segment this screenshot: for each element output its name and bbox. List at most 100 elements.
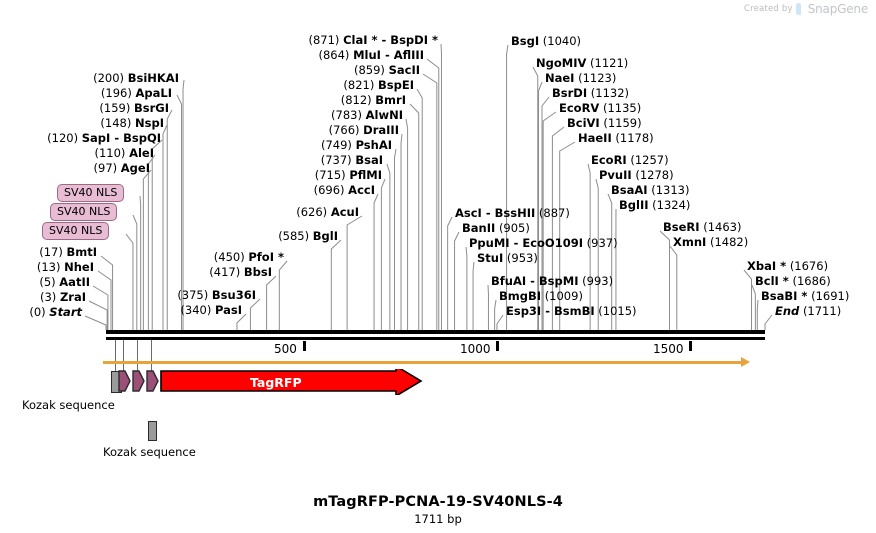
site-label-alei: (110) AleI xyxy=(94,146,154,160)
site-label-sacii: (859) SacII xyxy=(353,63,420,77)
site-label-esp3i-bsmbi: Esp3I - BsmBI (1015) xyxy=(506,304,637,318)
leader-line xyxy=(236,313,247,330)
leader-line xyxy=(125,233,134,330)
site-label-nhei: (13) NheI xyxy=(36,260,94,274)
leader-line xyxy=(764,314,773,330)
feature-label-sv40-nls-2: SV40 NLS xyxy=(50,203,118,221)
site-label-pvuii: PvuII (1278) xyxy=(599,168,674,182)
site-label-alwni: (783) AlwNI xyxy=(331,108,403,122)
site-label-bcivi: BciVI (1159) xyxy=(567,116,642,130)
leader-line xyxy=(669,245,678,330)
feature-kozak-block-2[interactable] xyxy=(148,421,157,441)
site-label-bsai: (737) BsaI xyxy=(320,153,383,167)
snapgene-logo-icon xyxy=(795,3,805,15)
feature-tagrfp-label: TagRFP xyxy=(250,375,302,390)
leader-line xyxy=(751,284,756,330)
leader-line xyxy=(538,81,543,330)
site-label-clai-bspdi: (871) ClaI * - BspDI * xyxy=(308,33,439,47)
leader-line xyxy=(151,139,163,330)
leader-line xyxy=(182,79,185,330)
watermark-prefix: Created by xyxy=(743,4,793,14)
ruler-label-500: 500 xyxy=(274,342,297,356)
leader-line xyxy=(541,96,550,330)
leader-line xyxy=(400,133,403,330)
leader-line xyxy=(176,94,182,330)
ruler-tick-1000 xyxy=(496,341,499,351)
feature-label-sv40-nls-1: SV40 NLS xyxy=(57,184,125,202)
leader-line xyxy=(447,216,453,330)
feature-nls-arrows[interactable] xyxy=(118,370,178,393)
leader-line xyxy=(465,246,468,330)
site-label-ecorv: EcoRV (1135) xyxy=(559,101,642,115)
leader-line xyxy=(472,261,475,330)
leader-line xyxy=(405,118,409,330)
site-label-sapi-bspqi: (120) SapI - BspQI xyxy=(47,131,161,145)
site-label-bgli: (585) BglI xyxy=(278,229,338,243)
site-label-ngomiv: NgoMIV (1121) xyxy=(536,56,629,70)
orf-line xyxy=(103,361,743,364)
site-label-bsu36i: (375) Bsu36I xyxy=(177,288,256,302)
site-label-bfuai-bspmi: BfuAI - BspMI (993) xyxy=(491,274,614,288)
site-label-xmni: XmnI (1482) xyxy=(673,235,749,249)
leader-line xyxy=(330,239,342,330)
site-label-bsrgi: (159) BsrGI xyxy=(99,101,169,115)
site-label-aatii: (5) AatII xyxy=(39,275,90,289)
leader-line xyxy=(278,260,288,330)
site-label-draiii: (766) DraIII xyxy=(328,123,399,137)
site-label-pasi: (340) PasI xyxy=(180,303,242,317)
leader-line xyxy=(426,58,440,330)
leader-line xyxy=(454,231,460,330)
leader-line xyxy=(142,169,152,330)
site-label-mlui-afliii: (864) MluI - AflIII xyxy=(318,48,425,62)
sequence-backbone-upper xyxy=(106,330,765,334)
site-label-haeii: HaeII (1178) xyxy=(578,131,654,145)
site-label-bsihkai: (200) BsiHKAI xyxy=(93,71,179,85)
leader-line xyxy=(88,300,108,330)
site-label-bcli: BclI * (1686) xyxy=(755,274,831,288)
site-label-bmgbi: BmgBI (1009) xyxy=(499,289,583,303)
leader-line xyxy=(607,193,613,330)
site-label-bsabi: BsaBI * (1691) xyxy=(761,289,850,303)
site-label-bmri: (812) BmrI xyxy=(340,93,406,107)
leader-line xyxy=(743,269,753,330)
site-label-ecori: EcoRI (1257) xyxy=(591,153,669,167)
feature-label-sv40-nls-3: SV40 NLS xyxy=(42,222,110,240)
site-label-end: End (1711) xyxy=(775,304,842,318)
site-label-bseri: BseRI (1463) xyxy=(663,220,742,234)
site-label-asci-bsshii: AscI - BssHII (887) xyxy=(455,206,570,220)
leader-line xyxy=(380,178,386,330)
leader-line xyxy=(587,163,591,330)
leader-line xyxy=(496,314,504,330)
leader-line xyxy=(416,88,423,330)
leader-line xyxy=(532,66,539,330)
leader-line xyxy=(559,141,576,330)
site-label-bmti: (17) BmtI xyxy=(39,245,97,259)
orf-arrowhead-icon xyxy=(741,357,750,367)
leader-line xyxy=(506,44,509,330)
leader-line xyxy=(756,299,759,330)
site-label-apali: (196) ApaLI xyxy=(100,86,172,100)
site-label-banii: BanII (905) xyxy=(462,221,530,235)
site-label-pshai: (749) PshAI xyxy=(320,138,392,152)
leader-line xyxy=(84,315,107,330)
page-subtitle: 1711 bp xyxy=(414,512,462,526)
site-label-agei: (97) AgeI xyxy=(93,161,150,175)
leader-line xyxy=(393,148,397,330)
site-label-acui: (626) AcuI xyxy=(296,205,359,219)
feature-label-kozak-2: Kozak sequence xyxy=(103,445,196,459)
site-label-start: (0) Start xyxy=(29,305,82,319)
leader-line xyxy=(92,285,109,330)
site-label-ppumi-ecoo109i: PpuMI - EcoO109I (937) xyxy=(469,236,618,250)
leader-line xyxy=(139,195,142,330)
site-label-bsaai: BsaAI (1313) xyxy=(611,183,690,197)
site-label-stui: StuI (953) xyxy=(477,251,538,265)
leader-line xyxy=(386,163,391,330)
snapgene-watermark: Created by SnapGene xyxy=(744,2,868,16)
site-label-bsgi: BsgI (1040) xyxy=(511,34,582,48)
feature-tagrfp-arrow[interactable] xyxy=(160,369,424,395)
leader-line xyxy=(595,178,599,330)
leader-line xyxy=(166,109,173,330)
